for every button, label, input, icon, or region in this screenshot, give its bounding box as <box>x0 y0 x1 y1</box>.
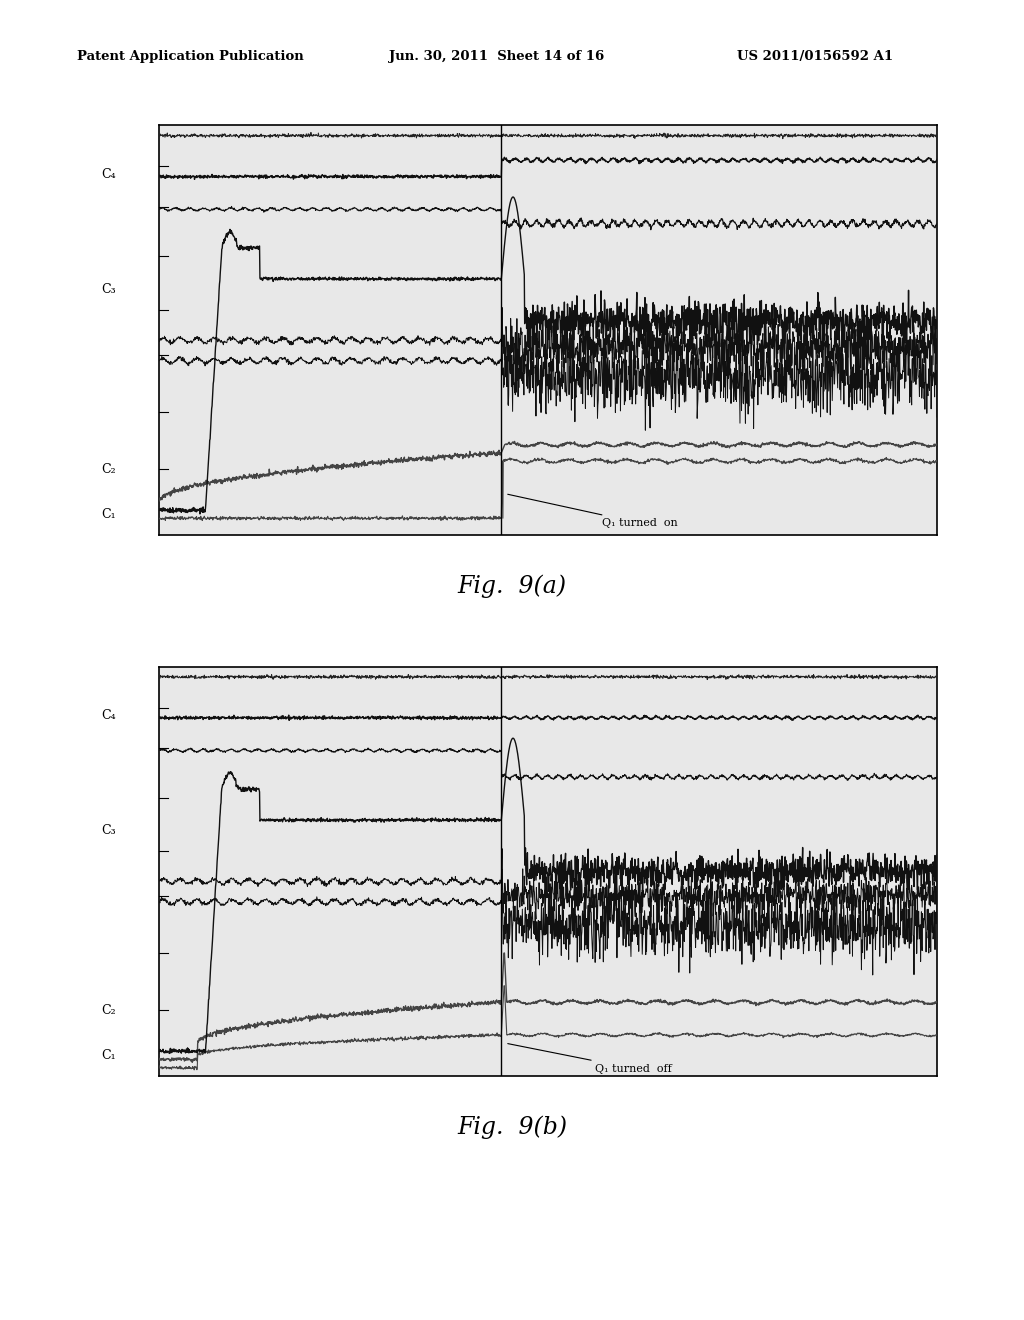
Text: C₁: C₁ <box>101 1049 116 1061</box>
Text: Patent Application Publication: Patent Application Publication <box>77 50 303 63</box>
Text: C₃: C₃ <box>101 824 116 837</box>
Text: C₄: C₄ <box>101 709 116 722</box>
Text: C₂: C₂ <box>101 462 116 475</box>
Text: Jun. 30, 2011  Sheet 14 of 16: Jun. 30, 2011 Sheet 14 of 16 <box>389 50 604 63</box>
Text: Fig.  9(a): Fig. 9(a) <box>458 574 566 598</box>
Text: US 2011/0156592 A1: US 2011/0156592 A1 <box>737 50 893 63</box>
Text: C₂: C₂ <box>101 1003 116 1016</box>
Text: C₄: C₄ <box>101 168 116 181</box>
Text: Q₁ turned  off: Q₁ turned off <box>508 1044 672 1073</box>
Text: Fig.  9(b): Fig. 9(b) <box>457 1115 567 1139</box>
Text: Q₁ turned  on: Q₁ turned on <box>508 494 678 528</box>
Text: C₃: C₃ <box>101 282 116 296</box>
Text: C₁: C₁ <box>101 508 116 520</box>
